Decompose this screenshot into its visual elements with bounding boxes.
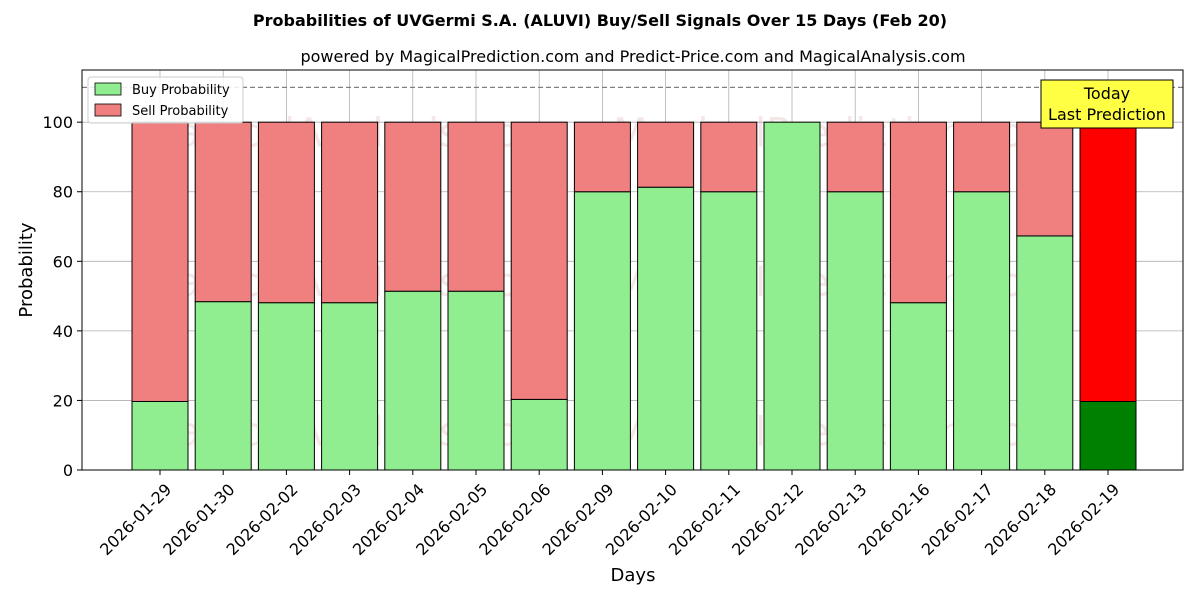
today-annotation: Today Last Prediction (1040, 79, 1174, 129)
bar-sell (510, 121, 568, 400)
bar-sell (1079, 121, 1137, 402)
today-annotation-box (1040, 79, 1174, 129)
last-prediction-label: Last Prediction (1048, 105, 1166, 124)
x-axis-label: Days (611, 565, 656, 586)
bar-buy (384, 290, 442, 471)
y-axis-label: Probability (16, 222, 37, 317)
bar-sell (637, 121, 695, 188)
plot-frame (81, 69, 1184, 471)
bar-buy (573, 191, 631, 471)
y-tick-label: 0 (63, 461, 73, 480)
chart-subtitle: powered by MagicalPrediction.com and Pre… (300, 47, 965, 66)
today-label: Today (1083, 84, 1130, 103)
bar-buy (889, 302, 947, 471)
bar-sell (953, 121, 1011, 193)
bar-buy (763, 121, 821, 471)
bar-sell (1016, 121, 1074, 237)
y-tick-label: 60 (53, 252, 73, 271)
bar-buy (447, 290, 505, 471)
legend-buy-swatch (94, 82, 122, 96)
bar-buy (257, 302, 315, 471)
bar-buy (131, 400, 189, 471)
bar-buy (1079, 400, 1137, 471)
legend-sell-label: Sell Probability (132, 104, 229, 119)
bar-buy (826, 191, 884, 471)
legend: Buy Probability Sell Probability (87, 76, 244, 124)
bar-sell (573, 121, 631, 193)
bar-sell (447, 121, 505, 292)
bar-buy (194, 301, 252, 471)
legend-sell-swatch (94, 103, 122, 117)
bar-sell (384, 121, 442, 292)
y-axis-ticks: 0 20 40 60 80 100 (42, 113, 82, 480)
y-tick-label: 40 (53, 322, 73, 341)
bar-sell (826, 121, 884, 193)
x-axis-ticks: 2026-01-292026-01-302026-02-022026-02-03… (96, 470, 1123, 559)
legend-buy-label: Buy Probability (132, 83, 230, 98)
bar-sell (889, 121, 947, 304)
chart-title: Probabilities of UVGermi S.A. (ALUVI) Bu… (253, 11, 947, 30)
y-tick-label: 100 (42, 113, 73, 132)
bar-buy (953, 191, 1011, 471)
bar-sell (700, 121, 758, 193)
bar-buy (1016, 235, 1074, 471)
bar-sell (194, 121, 252, 303)
bar-sell (257, 121, 315, 304)
bars (131, 121, 1137, 471)
y-tick-label: 80 (53, 183, 73, 202)
legend-box (87, 76, 244, 124)
bar-buy (637, 186, 695, 471)
bar-sell (321, 121, 379, 304)
bar-buy (700, 191, 758, 471)
bar-sell (131, 121, 189, 402)
y-tick-label: 20 (53, 391, 73, 410)
bar-buy (510, 398, 568, 471)
bar-buy (321, 302, 379, 471)
